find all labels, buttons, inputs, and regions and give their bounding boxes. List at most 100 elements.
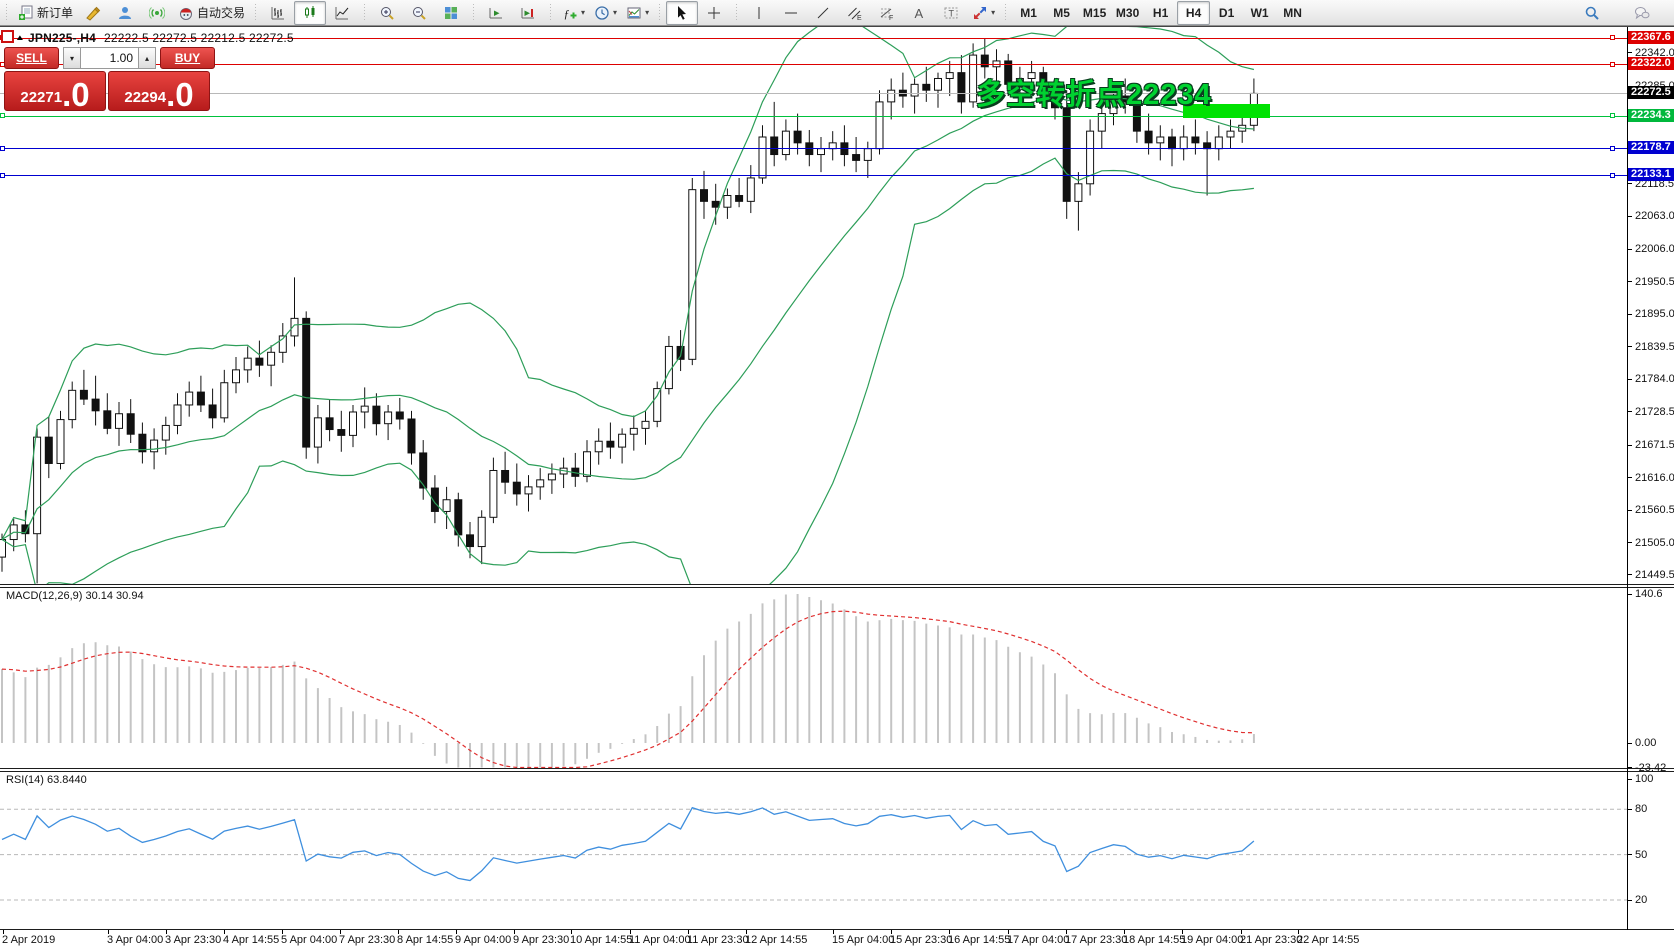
autotrading-button[interactable]: 自动交易 — [173, 1, 249, 25]
price-badge: 22272.5 — [1628, 86, 1674, 100]
time-axis[interactable]: 2 Apr 2019 3 Apr 04:00 3 Apr 23:30 4 Apr 14… — [0, 930, 1674, 948]
horizontal-line-object[interactable] — [0, 37, 1627, 39]
auto-scroll-button[interactable] — [480, 1, 512, 25]
horizontal-line-object[interactable] — [0, 93, 1627, 95]
signals-button[interactable] — [141, 1, 173, 25]
chart-shift-button[interactable] — [512, 1, 544, 25]
sell-price[interactable]: 22271.0 — [4, 71, 106, 111]
line-handle[interactable] — [1610, 145, 1615, 151]
volume-decrease-button[interactable]: ▾ — [63, 47, 81, 69]
arrows-button[interactable]: ▾ — [967, 1, 999, 25]
price-axis-border — [1627, 27, 1628, 948]
periods-button[interactable]: ▾ — [589, 1, 621, 25]
vertical-line-button[interactable] — [743, 1, 775, 25]
candle-chart-button[interactable] — [294, 0, 327, 25]
price-axis[interactable]: 22342.022285.022118.522063.022006.021950… — [1628, 27, 1674, 948]
line-handle[interactable] — [1610, 113, 1615, 119]
time-tick — [746, 930, 747, 934]
zoom-in-button[interactable] — [371, 1, 403, 25]
timeframe-mn[interactable]: MN — [1276, 1, 1309, 25]
indicators-button[interactable]: ƒ ▾ — [557, 1, 589, 25]
horizontal-line-button[interactable] — [775, 1, 807, 25]
search-button[interactable] — [1576, 1, 1608, 25]
line-handle[interactable] — [1610, 61, 1615, 67]
timeframe-m1[interactable]: M1 — [1012, 1, 1045, 25]
panel-separator[interactable] — [0, 768, 1674, 772]
toolbar-grip — [1003, 3, 1009, 22]
text-button[interactable]: A — [903, 1, 935, 25]
line-handle[interactable] — [1610, 172, 1615, 178]
horizontal-line-object[interactable] — [0, 148, 1627, 150]
fibonacci-button[interactable]: F — [871, 1, 903, 25]
chart-ohlc: 22222.5 22272.5 22212.5 22272.5 — [104, 31, 294, 45]
new-order-button-label: 新订单 — [37, 6, 74, 20]
main-chart[interactable] — [0, 27, 1627, 584]
time-tick — [1066, 930, 1067, 934]
price-tick-label: 21616.0 — [1628, 472, 1674, 484]
macd-panel[interactable] — [0, 588, 1627, 768]
volume-increase-button[interactable]: ▴ — [138, 47, 156, 69]
horizontal-line-object[interactable] — [0, 115, 1627, 117]
annotation-text[interactable]: 多空转折点22234 — [976, 79, 1212, 111]
cursor-button[interactable] — [666, 0, 699, 25]
timeframe-h1[interactable]: H1 — [1144, 1, 1177, 25]
time-tick — [340, 930, 341, 934]
volume-input[interactable] — [81, 47, 138, 69]
line-handle[interactable] — [0, 172, 5, 178]
text-icon: A — [911, 4, 928, 21]
line-chart-button[interactable] — [326, 1, 358, 25]
timeframe-h4-label: H4 — [1185, 5, 1202, 20]
line-handle[interactable] — [0, 113, 5, 119]
price-tick-label: 22006.0 — [1628, 243, 1674, 255]
timeframe-m30[interactable]: M30 — [1111, 1, 1144, 25]
timeframe-d1-label: D1 — [1218, 5, 1235, 20]
time-tick — [166, 930, 167, 934]
toolbar-grip — [362, 3, 368, 22]
rsi-panel[interactable] — [0, 772, 1627, 929]
equidistant-channel-button[interactable]: E — [839, 1, 871, 25]
one-click-toggle-icon[interactable]: ▲ — [14, 33, 26, 42]
toolbar-grip — [4, 3, 9, 22]
price-tick-label: 21449.5 — [1628, 569, 1674, 581]
timeframe-h4[interactable]: H4 — [1177, 0, 1211, 25]
timeframe-d1[interactable]: D1 — [1210, 1, 1243, 25]
trendline-button[interactable] — [807, 1, 839, 25]
chat-button[interactable] — [1626, 1, 1658, 25]
time-tick-label: 11 Apr 23:30 — [687, 934, 749, 946]
text-label-button[interactable]: T — [935, 1, 967, 25]
panel-separator[interactable] — [0, 584, 1674, 588]
horizontal-line-object[interactable] — [0, 64, 1627, 66]
line-handle[interactable] — [0, 145, 5, 151]
templates-button[interactable]: ▾ — [621, 1, 653, 25]
sell-button[interactable]: SELL — [4, 47, 59, 69]
buy-price[interactable]: 22294.0 — [108, 71, 210, 111]
new-order-button[interactable]: 新订单 — [13, 1, 77, 25]
time-tick-label: 11 Apr 04:00 — [629, 934, 691, 946]
time-tick-label: 2 Apr 2019 — [2, 934, 56, 946]
community-button[interactable] — [109, 1, 141, 25]
vertical-line-icon — [751, 4, 768, 21]
timeframe-m15[interactable]: M15 — [1078, 1, 1111, 25]
dropdown-caret-icon: ▾ — [645, 8, 650, 17]
crosshair-button[interactable] — [698, 1, 730, 25]
time-tick-label: 3 Apr 04:00 — [107, 934, 164, 946]
line-handle[interactable] — [1610, 35, 1615, 41]
price-badge: 22367.6 — [1628, 30, 1674, 44]
buy-button[interactable]: BUY — [160, 47, 215, 69]
line-chart-icon — [334, 4, 351, 21]
auto-scroll-icon — [488, 4, 505, 21]
turning-point-rect[interactable] — [1183, 104, 1270, 118]
horizontal-line-object[interactable] — [0, 175, 1627, 176]
rsi-label: RSI(14) 63.8440 — [6, 774, 87, 786]
zoom-out-button[interactable] — [403, 1, 435, 25]
tile-windows-button[interactable] — [435, 1, 467, 25]
bar-chart-button[interactable] — [262, 1, 294, 25]
metaeditor-button[interactable] — [77, 1, 109, 25]
community-icon — [117, 4, 134, 21]
timeframe-w1[interactable]: W1 — [1243, 1, 1276, 25]
time-tick-label: 21 Apr 23:30 — [1240, 934, 1303, 946]
time-tick-label: 9 Apr 04:00 — [455, 934, 512, 946]
search-icon — [1584, 4, 1601, 21]
timeframe-m5[interactable]: M5 — [1045, 1, 1078, 25]
